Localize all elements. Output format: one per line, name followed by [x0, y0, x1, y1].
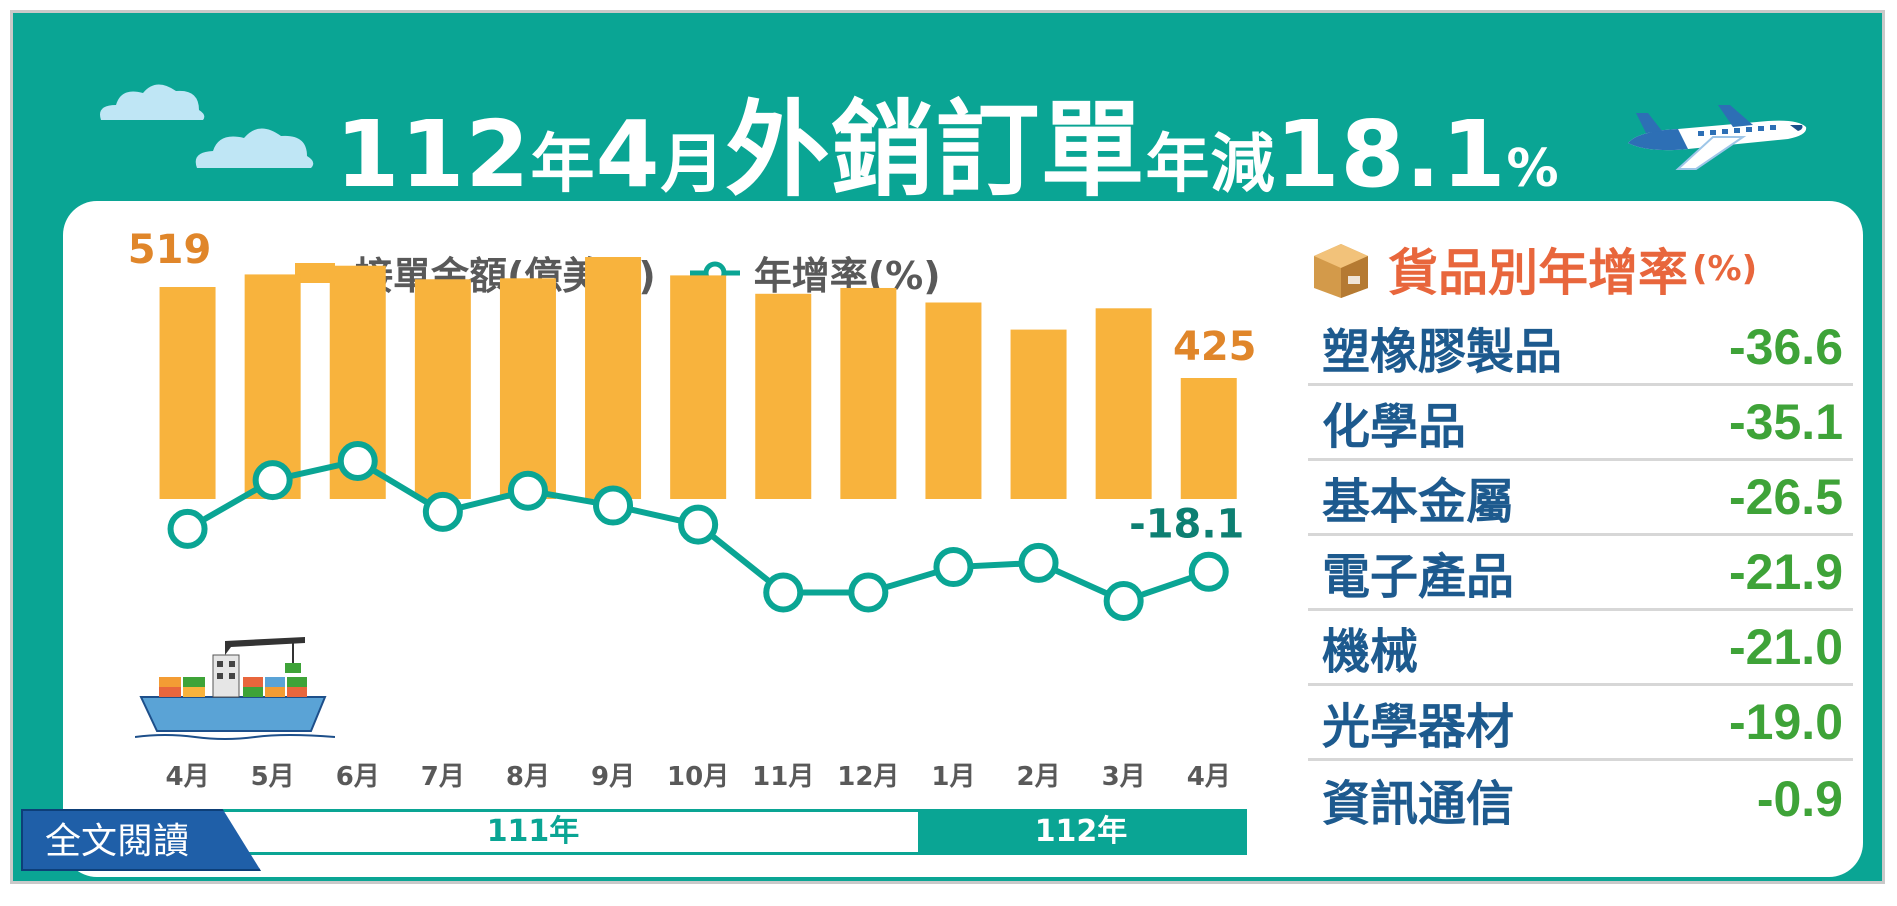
growth-rate-point [678, 504, 719, 545]
x-tick-label: 7月 [421, 762, 465, 792]
title-month: 4 [595, 101, 661, 208]
bar [1095, 308, 1152, 499]
category-name: 光學器材 [1322, 699, 1515, 755]
title-year-unit: 年 [530, 128, 596, 202]
line-data-label: -18.1 [1129, 502, 1244, 548]
bar [670, 275, 727, 499]
bar-data-label: 425 [1173, 324, 1257, 370]
growth-rate-point [1188, 551, 1229, 592]
category-name: 資訊通信 [1322, 775, 1515, 832]
year-112-label: 112年 [918, 812, 1244, 852]
page-title: 112年4月外銷訂單年減18.1% [13, 65, 1882, 216]
content-panel: 接單金額(億美元) 年增率(%) 4月 5月 6月 7月 8月 9月 10月 11月 12月 1月… [63, 201, 1863, 877]
x-tick-label: 9月 [591, 762, 635, 792]
list-item: 塑橡膠製品 -36.6 [1308, 311, 1853, 386]
growth-rate-point [1018, 542, 1059, 583]
growth-rate-point [933, 547, 974, 588]
cargo-ship-icon [135, 637, 335, 740]
read-full-text-button[interactable]: 全文閱讀 [21, 809, 261, 871]
x-tick-label: 2月 [1017, 762, 1061, 792]
category-list: 塑橡膠製品 -36.6 化學品 -35.1 基本金屬 -26.5 電子產品 -21.9 … [1308, 311, 1853, 836]
x-tick-label: 8月 [506, 762, 550, 792]
category-unit: (%) [1692, 249, 1758, 289]
category-header: 貨品別年增率 (%) [1308, 229, 1853, 309]
category-value: -21.0 [1729, 619, 1843, 675]
bar [755, 293, 812, 499]
growth-rate-point [593, 485, 634, 526]
year-range-bar: 111年 112年 [145, 809, 1247, 855]
category-value: -21.9 [1729, 544, 1843, 600]
title-change-value: 18.1 [1275, 101, 1507, 208]
x-tick-label: 4月 [166, 762, 210, 792]
growth-rate-point [337, 441, 378, 481]
bar [159, 287, 216, 499]
category-name: 塑橡膠製品 [1322, 324, 1563, 380]
bar [1010, 329, 1067, 499]
bar [840, 287, 897, 499]
bar-data-label: 519 [128, 227, 212, 273]
x-tick-label: 6月 [336, 762, 380, 792]
category-title: 貨品別年增率 [1388, 244, 1688, 302]
infographic-frame: 112年4月外銷訂單年減18.1% 接單金額(億美元) 年增率(%) 4月 5月 6… [10, 10, 1885, 884]
list-item: 光學器材 -19.0 [1308, 686, 1853, 761]
orders-chart: 4月 5月 6月 7月 8月 9月 10月 11月 12月 1月 2月 3月 4月 519 425 -18.1 [128, 227, 1257, 792]
title-subject: 外銷訂單 [725, 89, 1146, 211]
x-tick-label: 3月 [1102, 762, 1146, 792]
category-value: -36.6 [1729, 319, 1843, 375]
x-tick-label: 10月 [667, 762, 729, 792]
growth-rate-point [763, 572, 804, 613]
category-value: -26.5 [1729, 469, 1843, 525]
title-percent: % [1506, 139, 1560, 199]
year-111-label: 111年 [148, 812, 918, 852]
bar [585, 257, 642, 499]
growth-rate-point [507, 470, 548, 511]
bar [925, 302, 982, 499]
list-item: 資訊通信 -0.9 [1308, 761, 1853, 836]
growth-rate-point [422, 491, 463, 532]
bar [499, 278, 556, 499]
bar [414, 279, 471, 499]
growth-rate-point [167, 508, 208, 549]
title-change-label: 年減 [1145, 128, 1276, 202]
category-name: 電子產品 [1322, 549, 1515, 605]
category-value: -19.0 [1729, 694, 1843, 750]
list-item: 基本金屬 -26.5 [1308, 461, 1853, 536]
category-name: 化學品 [1322, 399, 1467, 455]
list-item: 電子產品 -21.9 [1308, 536, 1853, 611]
title-month-unit: 月 [660, 128, 726, 202]
category-name: 基本金屬 [1322, 474, 1515, 530]
category-growth-panel: 貨品別年增率 (%) 塑橡膠製品 -36.6 化學品 -35.1 基本金屬 -26.5… [1308, 229, 1853, 836]
x-tick-label: 11月 [752, 762, 814, 792]
legend-bar-swatch [295, 262, 335, 283]
x-tick-label: 1月 [931, 762, 975, 792]
x-tick-label: 5月 [251, 762, 295, 792]
x-tick-label: 4月 [1187, 762, 1231, 792]
category-value: -0.9 [1756, 770, 1843, 827]
growth-rate-point [252, 460, 293, 501]
list-item: 機械 -21.0 [1308, 611, 1853, 686]
title-year: 112 [335, 101, 531, 208]
bar [1180, 378, 1237, 499]
growth-rate-point [1103, 581, 1144, 621]
category-name: 機械 [1322, 624, 1419, 680]
list-item: 化學品 -35.1 [1308, 386, 1853, 461]
airplane-icon [1628, 105, 1807, 170]
cloud-icon [100, 84, 205, 120]
category-value: -35.1 [1729, 394, 1843, 450]
growth-rate-point [848, 572, 889, 613]
box-icon [1314, 244, 1368, 298]
cloud-icon [195, 128, 314, 168]
x-tick-label: 12月 [837, 762, 899, 792]
